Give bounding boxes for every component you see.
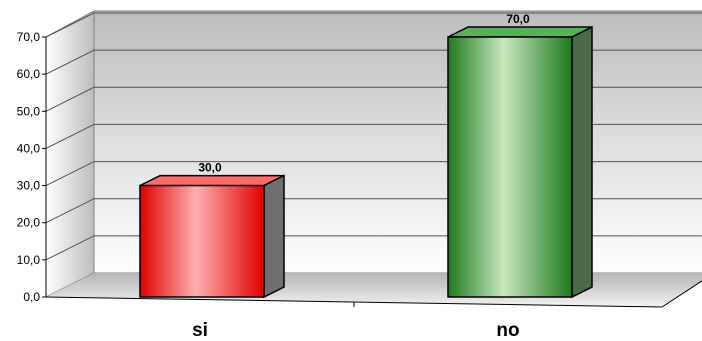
bar-si xyxy=(139,174,285,299)
y-tick-label: 40,0 xyxy=(17,141,41,155)
data-label: 30,0 xyxy=(198,161,222,175)
y-tick-label: 0,0 xyxy=(23,290,40,304)
y-tick-label: 50,0 xyxy=(17,104,41,118)
y-tick-label: 20,0 xyxy=(17,216,41,230)
gridline xyxy=(45,12,702,38)
x-category-label: si xyxy=(192,320,208,341)
bar-top xyxy=(447,26,593,38)
bar-side xyxy=(263,174,285,299)
y-tick-label: 30,0 xyxy=(17,179,41,193)
bar-front xyxy=(447,36,573,298)
bars xyxy=(139,25,593,299)
bar-front xyxy=(139,184,265,298)
bar-top xyxy=(139,174,285,187)
labels: 30,0 si 70,0 no xyxy=(192,12,530,341)
floor-right-edge xyxy=(661,280,702,308)
bar-no xyxy=(447,25,593,299)
y-tick-label: 70,0 xyxy=(17,30,41,44)
y-tick-label: 10,0 xyxy=(17,253,41,267)
axes: 0,0 10,0 20,0 30,0 40,0 50,0 60,0 70,0 xyxy=(17,30,702,308)
bar-side xyxy=(571,25,593,299)
x-category-label: no xyxy=(496,320,519,341)
data-label: 70,0 xyxy=(506,12,530,26)
y-tick-label: 60,0 xyxy=(17,67,41,81)
